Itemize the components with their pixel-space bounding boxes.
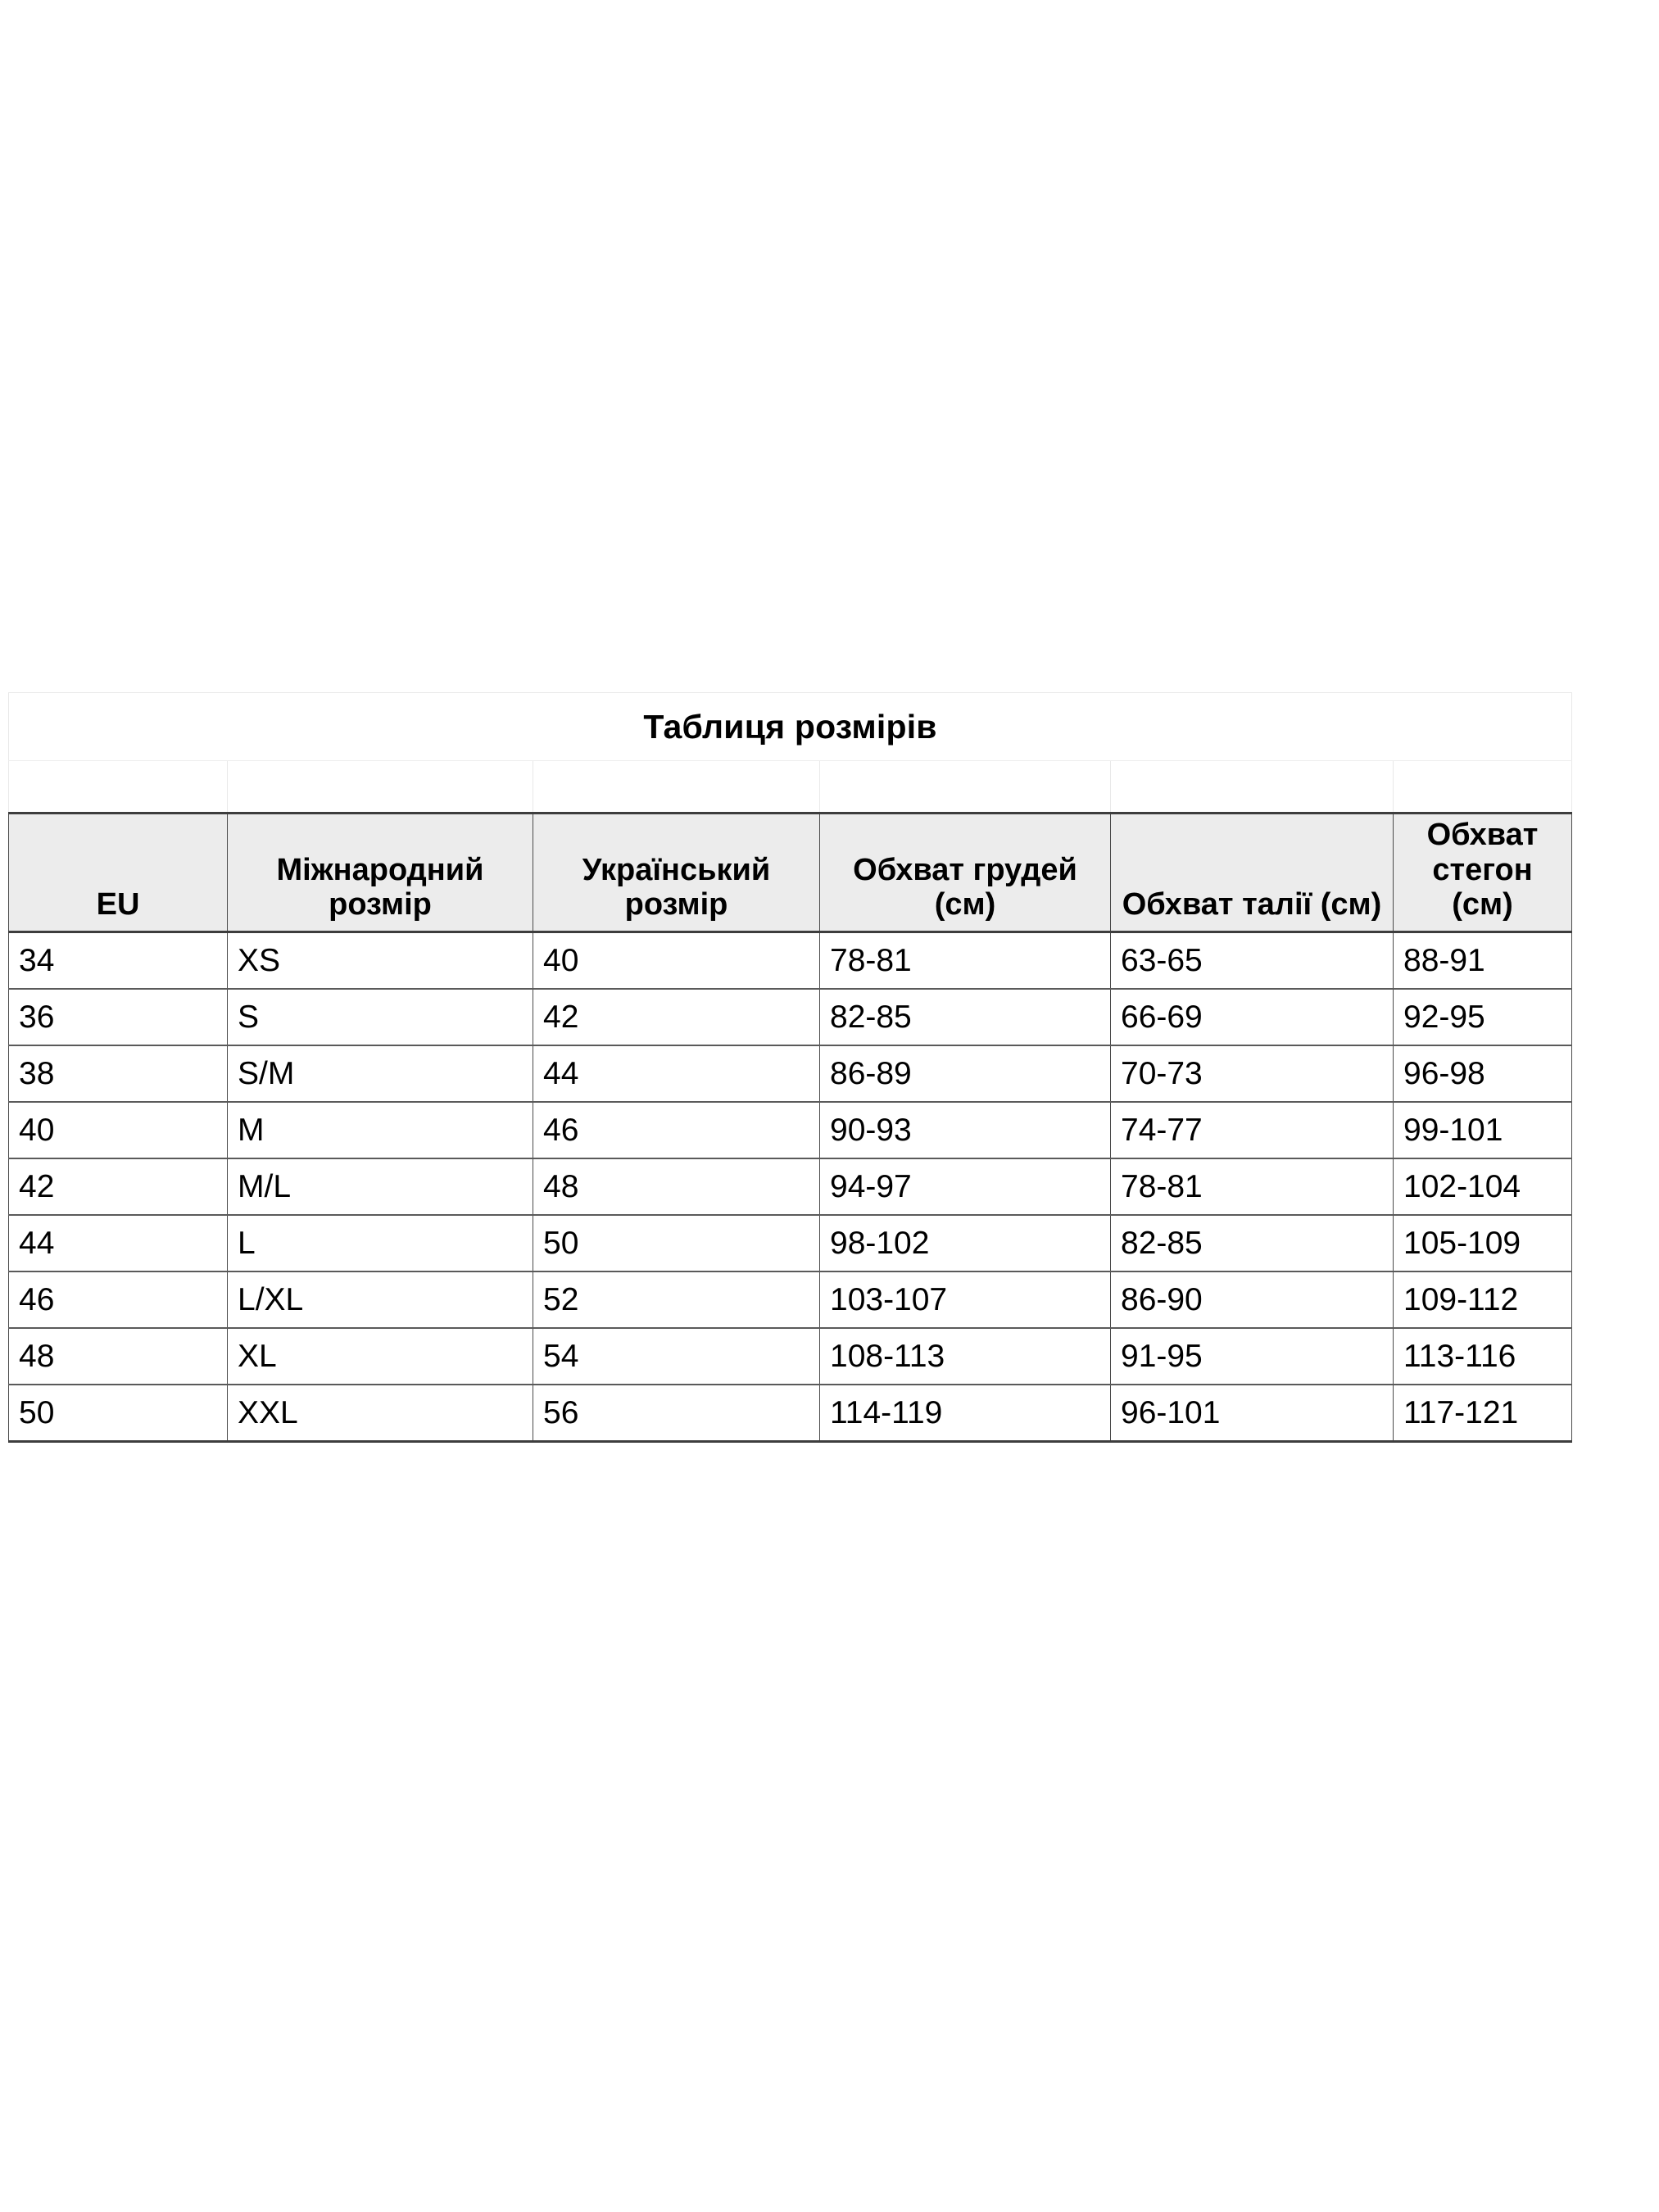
spacer-cell-6 [1392,760,1573,814]
table-title: Таблиця розмірів [7,692,1573,761]
cell-chest: 90-93 [819,1101,1111,1159]
column-header-hips: Обхват стегон (см) [1392,812,1573,933]
cell-waist: 70-73 [1110,1045,1394,1103]
cell-eu: 48 [8,1327,228,1385]
size-chart-container: Таблиця розмірів EU Міжнародний розмір У… [7,692,1573,1443]
cell-chest: 103-107 [819,1271,1111,1329]
cell-international-size: XS [227,931,533,990]
cell-waist: 66-69 [1110,988,1394,1046]
cell-hips: 109-112 [1392,1271,1573,1329]
cell-international-size: XXL [227,1384,533,1443]
cell-international-size: L/XL [227,1271,533,1329]
cell-international-size: M [227,1101,533,1159]
cell-eu: 38 [8,1045,228,1103]
spacer-cell-1 [8,760,228,814]
cell-eu: 46 [8,1271,228,1329]
cell-chest: 98-102 [819,1214,1111,1272]
cell-hips: 96-98 [1392,1045,1573,1103]
cell-international-size: XL [227,1327,533,1385]
cell-hips: 117-121 [1392,1384,1573,1443]
cell-hips: 105-109 [1392,1214,1573,1272]
table-row: 40 M 46 90-93 74-77 99-101 [8,1101,1573,1159]
size-chart-table: Таблиця розмірів EU Міжнародний розмір У… [7,692,1573,1443]
cell-chest: 108-113 [819,1327,1111,1385]
column-header-waist: Обхват талії (см) [1110,812,1394,933]
cell-chest: 78-81 [819,931,1111,990]
cell-waist: 82-85 [1110,1214,1394,1272]
table-row: 38 S/M 44 86-89 70-73 96-98 [8,1045,1573,1103]
cell-hips: 102-104 [1392,1158,1573,1216]
column-header-chest: Обхват грудей (см) [819,812,1111,933]
table-row: 50 XXL 56 114-119 96-101 117-121 [8,1384,1573,1443]
cell-ukrainian-size: 40 [533,931,820,990]
cell-chest: 114-119 [819,1384,1111,1443]
table-header-row: EU Міжнародний розмір Український розмір… [8,812,1573,933]
cell-hips: 113-116 [1392,1327,1573,1385]
spacer-cell-2 [227,760,533,814]
column-header-international-size: Міжнародний розмір [227,812,533,933]
cell-waist: 96-101 [1110,1384,1394,1443]
table-row: 48 XL 54 108-113 91-95 113-116 [8,1327,1573,1385]
cell-eu: 36 [8,988,228,1046]
spacer-cell-3 [533,760,820,814]
cell-ukrainian-size: 46 [533,1101,820,1159]
table-row: 34 XS 40 78-81 63-65 88-91 [8,931,1573,990]
cell-chest: 94-97 [819,1158,1111,1216]
table-spacer-row [8,760,1573,814]
cell-international-size: S/M [227,1045,533,1103]
table-row: 36 S 42 82-85 66-69 92-95 [8,988,1573,1046]
cell-ukrainian-size: 54 [533,1327,820,1385]
table-title-row: Таблиця розмірів [7,692,1573,761]
cell-chest: 82-85 [819,988,1111,1046]
cell-eu: 44 [8,1214,228,1272]
spacer-cell-5 [1110,760,1394,814]
cell-waist: 63-65 [1110,931,1394,990]
table-row: 42 M/L 48 94-97 78-81 102-104 [8,1158,1573,1216]
cell-hips: 99-101 [1392,1101,1573,1159]
cell-eu: 40 [8,1101,228,1159]
cell-ukrainian-size: 48 [533,1158,820,1216]
cell-hips: 92-95 [1392,988,1573,1046]
column-header-ukrainian-size: Український розмір [533,812,820,933]
cell-international-size: S [227,988,533,1046]
cell-international-size: L [227,1214,533,1272]
cell-ukrainian-size: 52 [533,1271,820,1329]
spacer-cell-4 [819,760,1111,814]
cell-ukrainian-size: 44 [533,1045,820,1103]
cell-waist: 74-77 [1110,1101,1394,1159]
cell-international-size: M/L [227,1158,533,1216]
cell-ukrainian-size: 42 [533,988,820,1046]
table-row: 46 L/XL 52 103-107 86-90 109-112 [8,1271,1573,1329]
cell-eu: 34 [8,931,228,990]
column-header-eu: EU [8,812,228,933]
cell-ukrainian-size: 56 [533,1384,820,1443]
table-row: 44 L 50 98-102 82-85 105-109 [8,1214,1573,1272]
cell-eu: 50 [8,1384,228,1443]
cell-waist: 78-81 [1110,1158,1394,1216]
cell-eu: 42 [8,1158,228,1216]
cell-waist: 86-90 [1110,1271,1394,1329]
cell-hips: 88-91 [1392,931,1573,990]
cell-ukrainian-size: 50 [533,1214,820,1272]
cell-waist: 91-95 [1110,1327,1394,1385]
table-body: Таблиця розмірів EU Міжнародний розмір У… [7,692,1573,1443]
cell-chest: 86-89 [819,1045,1111,1103]
